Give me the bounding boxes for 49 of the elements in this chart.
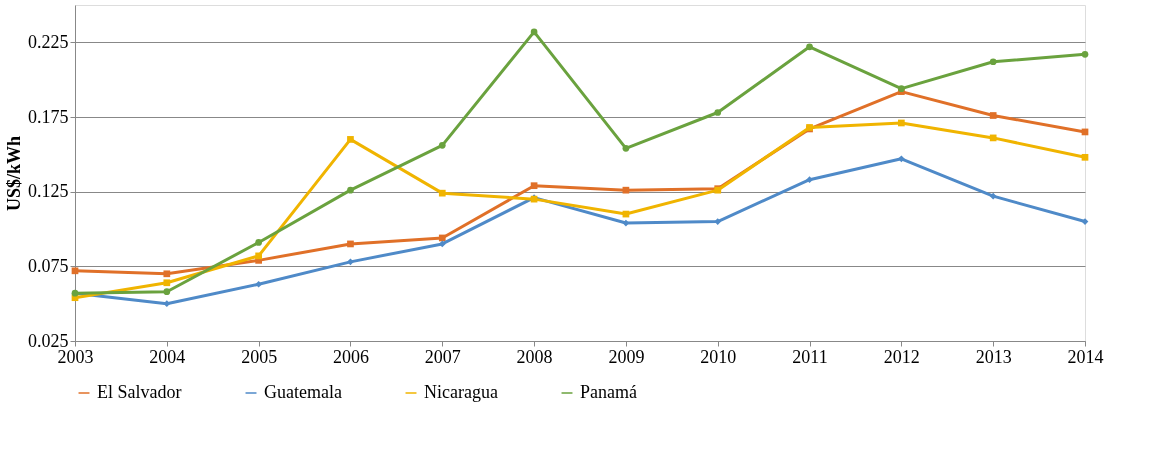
point [163, 270, 171, 278]
y-axis-title: US$/kWh [4, 135, 24, 212]
point [438, 234, 446, 242]
point [806, 176, 813, 184]
x-tick-label: 2005 [241, 346, 278, 367]
point [530, 28, 538, 36]
x-tick-label: 2008 [516, 346, 553, 367]
point [438, 189, 446, 197]
point [255, 239, 262, 246]
point [255, 252, 262, 260]
point [1081, 50, 1089, 58]
y-tick-label: 0.075 [28, 255, 69, 276]
x-tick-label: 2004 [149, 346, 186, 367]
legend-label: Guatemala [264, 382, 342, 402]
point [898, 155, 905, 163]
point [438, 142, 446, 149]
point [163, 279, 171, 287]
legend-label: Nicaragua [424, 382, 498, 402]
point [163, 288, 171, 296]
y-tick-label: 0.175 [28, 106, 69, 127]
x-tick-label: 2009 [608, 346, 645, 367]
point [898, 119, 905, 127]
x-tick-label: 2013 [975, 346, 1012, 367]
point [530, 182, 538, 190]
legend-label: El Salvador [97, 382, 182, 402]
x-tick-label: 2006 [332, 346, 369, 367]
point [347, 136, 354, 143]
point [714, 218, 722, 225]
x-tick-label: 2010 [700, 346, 737, 367]
point [255, 280, 262, 288]
point [347, 258, 354, 266]
legend-label: Panamá [580, 382, 637, 402]
point [347, 186, 354, 194]
point [1081, 153, 1089, 161]
point [989, 134, 997, 142]
point [806, 43, 813, 51]
y-tick-label: 0.125 [28, 181, 69, 202]
point [989, 112, 997, 119]
point [622, 145, 630, 152]
x-tick-label: 2007 [424, 346, 461, 367]
x-tick-label: 2014 [1067, 346, 1104, 367]
x-tick-label: 2011 [792, 346, 828, 367]
point [989, 192, 997, 200]
y-tick-label: 0.225 [28, 31, 69, 52]
x-tick-label: 2012 [883, 346, 920, 367]
point [714, 109, 722, 116]
point [622, 186, 630, 194]
point [989, 58, 997, 66]
point [347, 240, 354, 248]
